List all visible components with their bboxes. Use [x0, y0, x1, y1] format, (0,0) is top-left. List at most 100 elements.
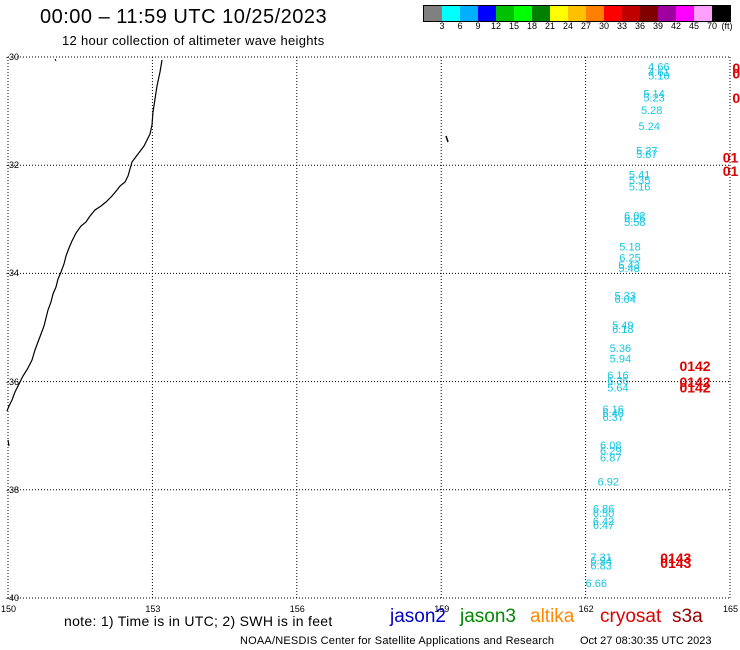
swh-value: 5.33	[614, 290, 635, 302]
swh-value: 6.25	[624, 213, 645, 225]
lon-tick-label: 153	[145, 604, 161, 614]
satellite-s3a: s3a	[672, 606, 703, 627]
swh-value: 6.86	[593, 504, 614, 516]
chart-subtitle: 12 hour collection of altimeter wave hei…	[62, 33, 325, 48]
color-scale-label: 9	[475, 21, 481, 31]
color-swatch	[550, 6, 568, 21]
pass-label: 01	[723, 163, 739, 179]
color-swatch	[712, 6, 730, 21]
swh-value: 5.43	[618, 260, 639, 272]
swh-value: 6.50	[593, 508, 614, 520]
coastline	[6, 59, 163, 412]
unit-label: (ft)	[721, 21, 733, 31]
swh-value: 4.66	[648, 62, 669, 74]
lat-tick-label: -40	[6, 593, 20, 603]
credit-line: NOAA/NESDIS Center for Satellite Applica…	[240, 635, 555, 647]
swh-value: 5.35	[629, 175, 650, 187]
color-scale-label: 45	[688, 21, 700, 31]
coast-fragment	[7, 439, 10, 447]
swh-value: 6.36	[607, 375, 628, 387]
lat-tick-label: -38	[6, 484, 20, 495]
swh-value: 6.02	[624, 210, 645, 222]
swh-value: 5.10	[648, 71, 669, 83]
swh-value: 5.23	[643, 92, 664, 104]
lon-tick-label: 159	[434, 604, 450, 614]
color-scale-label: 6	[457, 21, 463, 31]
pass-label: 01	[723, 149, 739, 165]
lon-tick-label: 165	[723, 604, 739, 614]
generated-timestamp: Oct 27 08:30:35 UTC 2023	[580, 635, 712, 647]
color-swatch	[568, 6, 586, 21]
color-scale-label: 18	[526, 21, 538, 31]
color-swatch	[460, 6, 478, 21]
island-marker	[445, 135, 449, 143]
swh-value: 5.94	[610, 354, 631, 366]
lat-lon-grid	[7, 56, 731, 599]
swh-value: 6.04	[614, 294, 635, 306]
swh-value: 6.94	[590, 555, 611, 567]
lon-tick-label: 162	[578, 604, 594, 614]
color-scale-label: 24	[562, 21, 574, 31]
color-swatch	[514, 6, 532, 21]
color-swatch	[604, 6, 622, 21]
color-swatch	[676, 6, 694, 21]
swh-value: 6.18	[612, 324, 633, 336]
color-scale-label: 21	[544, 21, 556, 31]
swh-value: 5.41	[629, 170, 650, 182]
swh-value: 5.48	[618, 263, 639, 275]
pass-label: 0	[732, 60, 740, 76]
color-swatch	[622, 6, 640, 21]
color-scale-label: 42	[670, 21, 682, 31]
color-scale-label: 70	[706, 21, 718, 31]
swh-value: 6.08	[600, 440, 621, 452]
pass-label: 0143	[660, 555, 691, 571]
satellite-altika: altika	[530, 606, 575, 627]
color-scale-label: 15	[508, 21, 520, 31]
swh-value: 5.24	[639, 121, 660, 133]
pass-label: 0	[732, 90, 740, 106]
color-swatch	[424, 6, 442, 21]
swh-value: 5.27	[636, 145, 657, 157]
satellite-jason2: jason2	[390, 606, 446, 627]
color-swatch	[658, 6, 676, 21]
pass-label: 0142	[679, 374, 710, 390]
pass-label: 0143	[660, 550, 691, 566]
color-scale-label: 33	[616, 21, 628, 31]
swh-value: 6.87	[600, 453, 621, 465]
lat-tick-label: -36	[6, 376, 20, 387]
swh-value: 6.42	[593, 516, 614, 528]
color-swatch	[694, 6, 712, 21]
color-scale-label: 39	[652, 21, 664, 31]
swh-value: 4.61	[648, 67, 669, 79]
coast-fragment-top	[54, 58, 57, 62]
swh-value: 6.16	[602, 404, 623, 416]
color-swatch	[640, 6, 658, 21]
color-swatch	[478, 6, 496, 21]
swh-value: 5.16	[629, 182, 650, 194]
pass-label: 0142	[679, 358, 710, 374]
color-swatch	[442, 6, 460, 21]
swh-value: 6.16	[607, 370, 628, 382]
color-swatch	[496, 6, 514, 21]
swh-value: 5.87	[636, 149, 657, 161]
swh-value: 6.37	[602, 412, 623, 424]
swh-value: 5.28	[641, 105, 662, 117]
lat-tick-label: -32	[6, 160, 20, 171]
pass-label: 0142	[679, 379, 710, 395]
swh-value: 6.66	[586, 578, 607, 590]
swh-value: 6.25	[619, 252, 640, 264]
pass-label: 0	[732, 66, 740, 82]
swh-value: 5.36	[610, 343, 631, 355]
satellite-jason3: jason3	[460, 606, 516, 627]
color-scale-label: 30	[598, 21, 610, 31]
color-scale-label: 3	[439, 21, 445, 31]
color-swatch	[586, 6, 604, 21]
color-scale-label: 12	[490, 21, 502, 31]
swh-value: 6.92	[598, 476, 619, 488]
satellite-cryosat: cryosat	[600, 606, 662, 627]
color-scale-label: 27	[580, 21, 592, 31]
swh-value: 6.47	[593, 520, 614, 532]
swh-value: 5.64	[607, 382, 628, 394]
